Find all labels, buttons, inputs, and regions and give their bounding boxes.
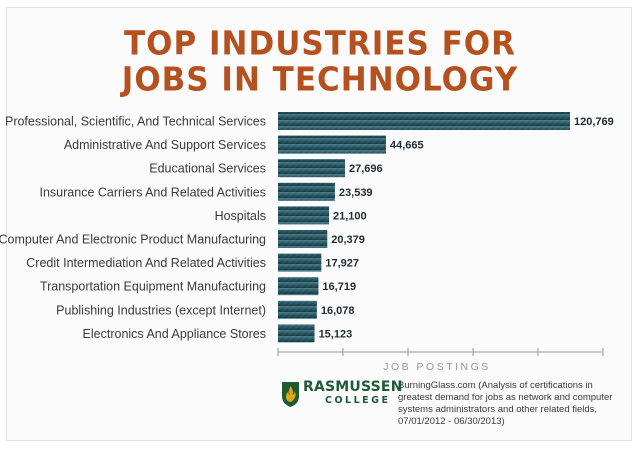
value-label: 44,665	[390, 140, 424, 152]
category-label: Insurance Carriers And Related Activitie…	[40, 185, 267, 199]
category-label: Transportation Equipment Manufacturing	[40, 280, 266, 294]
value-label: 23,539	[339, 187, 373, 199]
bar	[278, 253, 322, 272]
category-label: Professional, Scientific, And Technical …	[5, 115, 266, 129]
flame-shield-icon	[282, 382, 299, 407]
title-line-1: TOP INDUSTRIES FOR	[124, 25, 516, 63]
source-note: BurningGlass.com (Analysis of certificat…	[398, 380, 613, 427]
category-label: Educational Services	[149, 162, 266, 176]
value-label: 16,719	[322, 281, 356, 293]
category-label: Computer And Electronic Product Manufact…	[0, 233, 266, 247]
bar	[278, 230, 328, 248]
bar	[278, 277, 319, 296]
category-label: Hospitals	[215, 209, 266, 223]
x-axis-title: JOB POSTINGS	[383, 361, 491, 373]
bar	[278, 182, 335, 201]
bar	[278, 324, 315, 343]
bar	[278, 206, 330, 225]
category-label: Credit Intermediation And Related Activi…	[26, 256, 266, 270]
bar	[278, 159, 345, 178]
bar	[278, 300, 317, 319]
value-label: 27,696	[349, 163, 383, 175]
title-line-2: JOBS IN TECHNOLOGY	[121, 61, 519, 99]
bar	[278, 135, 386, 154]
value-label: 17,927	[325, 258, 359, 270]
category-label: Administrative And Support Services	[64, 138, 266, 152]
value-label: 20,379	[331, 234, 365, 246]
category-label: Publishing Industries (except Internet)	[56, 303, 266, 317]
value-label: 16,078	[321, 305, 355, 317]
bar	[278, 112, 570, 130]
value-label: 15,123	[319, 328, 353, 340]
value-label: 120,769	[574, 116, 614, 128]
category-label: Electronics And Appliance Stores	[83, 327, 266, 341]
value-label: 21,100	[333, 210, 367, 222]
logo-name: RASMUSSEN	[303, 379, 403, 395]
logo-subtitle: COLLEGE	[325, 395, 391, 406]
rasmussen-logo: RASMUSSEN COLLEGE	[281, 378, 402, 410]
